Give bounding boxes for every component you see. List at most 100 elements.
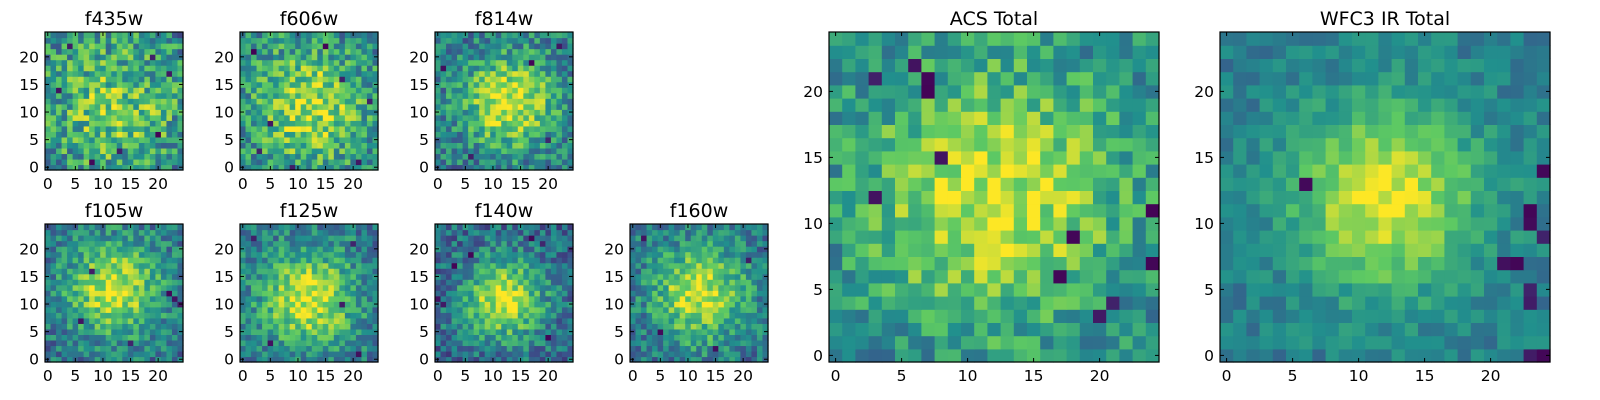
heatmap-cell [468, 246, 475, 253]
heatmap-cell [561, 356, 569, 363]
heatmap-cell [490, 290, 497, 297]
heatmap-cell [506, 103, 513, 110]
heatmap-cell [89, 59, 96, 66]
heatmap-cell [116, 37, 123, 44]
heatmap-cell [100, 136, 107, 143]
heatmap-cell [317, 356, 324, 363]
heatmap-cell [751, 224, 758, 231]
heatmap-cell [729, 279, 736, 286]
heatmap-cell [83, 301, 90, 308]
heatmap-cell [440, 312, 447, 319]
y-tick-label: 20 [409, 48, 429, 66]
heatmap-cell [745, 262, 753, 269]
heatmap-cell [56, 350, 63, 358]
heatmap-cell [155, 76, 162, 83]
heatmap-cell [756, 312, 764, 319]
heatmap-cell [339, 312, 346, 319]
heatmap-cell [45, 257, 52, 264]
heatmap-cell [556, 103, 563, 110]
heatmap-cell [435, 235, 442, 242]
heatmap-cell [105, 323, 112, 330]
heatmap-cell [473, 54, 480, 61]
heatmap-cell [855, 322, 870, 337]
heatmap-cell [177, 87, 184, 94]
heatmap-cell [361, 70, 368, 77]
heatmap-cell [534, 317, 541, 324]
heatmap-cell [256, 103, 263, 110]
heatmap-cell [78, 48, 85, 55]
heatmap-cell [751, 262, 758, 269]
heatmap-cell [116, 59, 123, 66]
heatmap-cell [160, 290, 168, 297]
heatmap-cell [350, 147, 357, 155]
heatmap-cell [273, 125, 280, 132]
heatmap-cell [300, 323, 307, 330]
heatmap-cell [100, 120, 107, 127]
heatmap-cell [306, 334, 313, 341]
heatmap-cell [712, 251, 719, 258]
heatmap-cell [934, 296, 949, 310]
heatmap-cell [947, 216, 962, 231]
heatmap-cell [556, 76, 563, 83]
heatmap-cell [663, 224, 670, 231]
heatmap-cell [273, 37, 280, 44]
axes-frame [239, 31, 379, 171]
heatmap-cell [144, 251, 151, 258]
heatmap-cell [83, 131, 90, 138]
heatmap-cell [734, 262, 741, 269]
heatmap-cell [267, 334, 274, 341]
heatmap-cell [133, 339, 140, 347]
heatmap-cell [245, 136, 252, 143]
heatmap-cell [701, 240, 708, 247]
heatmap-cell [144, 59, 151, 66]
heatmap-cell [251, 284, 258, 291]
heatmap-cell [127, 54, 134, 61]
heatmap-cell [561, 350, 569, 358]
heatmap-cell [144, 114, 151, 121]
heatmap-cell [171, 43, 179, 50]
heatmap-cell [1079, 203, 1094, 218]
heatmap-cell [344, 257, 351, 264]
heatmap-cell [512, 32, 519, 39]
heatmap-cell [61, 114, 68, 121]
heatmap-cell [501, 32, 508, 39]
heatmap-cell [1027, 296, 1041, 310]
heatmap-cell [355, 334, 363, 341]
heatmap-cell [517, 136, 524, 143]
heatmap-cell [344, 158, 351, 166]
heatmap-cell [284, 70, 291, 77]
heatmap-cell [251, 268, 258, 275]
heatmap-cell [690, 334, 697, 341]
heatmap-cell [855, 203, 870, 218]
heatmap-cell [339, 43, 346, 50]
heatmap-cell [311, 103, 318, 110]
heatmap-cell [45, 142, 52, 149]
heatmap-cell [718, 229, 725, 236]
heatmap-cell [138, 262, 145, 269]
heatmap-cell [1013, 243, 1028, 257]
heatmap-cell [462, 312, 469, 319]
heatmap-cell [328, 125, 335, 132]
heatmap-cell [534, 59, 541, 66]
heatmap-cell [523, 92, 530, 99]
heatmap-cell [435, 350, 442, 358]
heatmap-cell [355, 153, 363, 160]
heatmap-cell [534, 295, 541, 302]
heatmap-cell [484, 153, 491, 160]
heatmap-cell [133, 43, 140, 50]
heatmap-cell [311, 125, 318, 132]
heatmap-cell [435, 92, 442, 99]
heatmap-cell [539, 301, 546, 308]
heatmap-cells [240, 32, 379, 171]
heatmap-cell [545, 136, 552, 143]
heatmap-cell [366, 356, 374, 363]
heatmap-cell [895, 309, 909, 323]
heatmap-cell [166, 59, 173, 66]
heatmap-cell [550, 306, 558, 313]
heatmap-cell [561, 334, 569, 341]
heatmap-cell [166, 224, 173, 231]
heatmap-cell [273, 246, 280, 253]
heatmap-cell [111, 54, 118, 61]
heatmap-cell [556, 37, 563, 44]
heatmap-cell [545, 59, 552, 66]
